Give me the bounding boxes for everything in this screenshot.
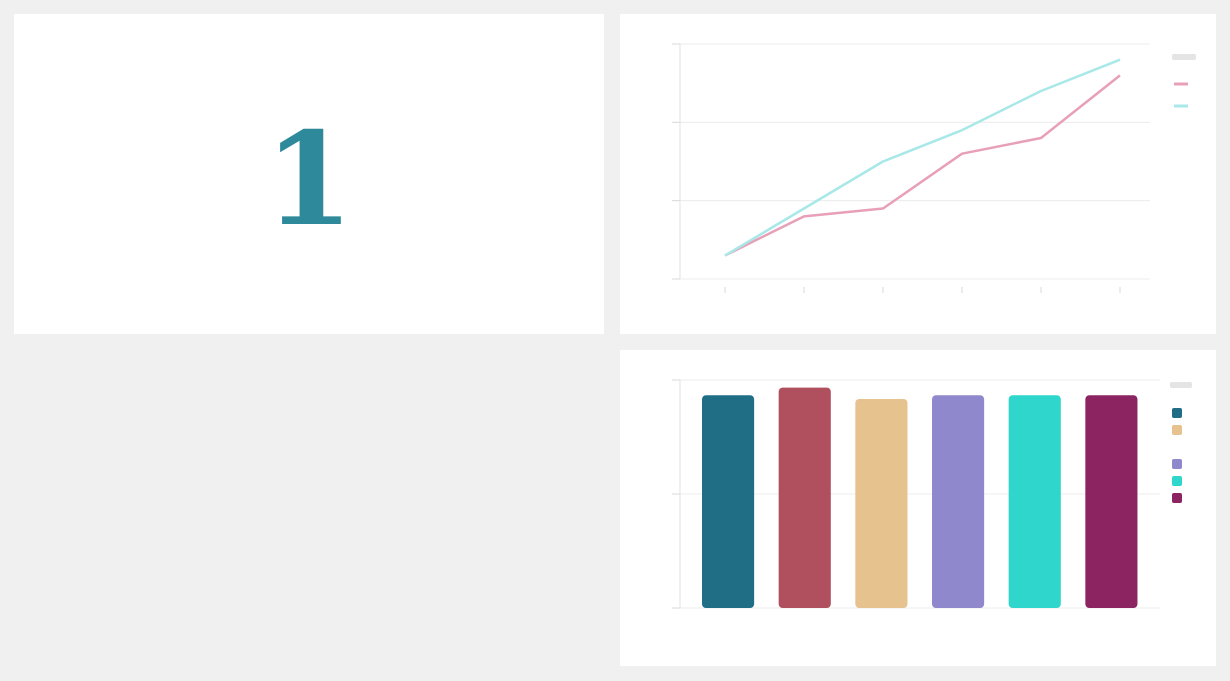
bar-chart — [672, 379, 1192, 609]
line-series-2 — [724, 58, 1121, 257]
line-series-1 — [724, 74, 1121, 257]
kpi-card[interactable]: 1 — [14, 14, 604, 334]
line-chart-panel[interactable] — [620, 14, 1216, 334]
bar-chart-panel[interactable] — [620, 350, 1216, 666]
bar-5 — [1008, 395, 1061, 608]
line-legend-title — [1172, 54, 1196, 60]
bar-legend-swatch-4 — [1172, 459, 1182, 469]
bar-1 — [702, 395, 755, 608]
bar-6 — [1085, 395, 1138, 608]
bar-legend-swatch-2 — [1172, 425, 1182, 435]
bar-legend-swatch-5 — [1172, 476, 1182, 486]
bar-2 — [778, 387, 831, 608]
bar-legend-swatch-6 — [1172, 493, 1182, 503]
kpi-value: 1 — [264, 105, 354, 255]
bar-legend-swatch-1 — [1172, 408, 1182, 418]
line-chart — [672, 43, 1196, 293]
bar-4 — [932, 395, 985, 608]
bar-legend-title — [1170, 382, 1192, 388]
bar-legend-swatch-3 — [1172, 442, 1182, 452]
empty-dashboard-area — [0, 340, 610, 681]
bar-3 — [855, 399, 908, 608]
